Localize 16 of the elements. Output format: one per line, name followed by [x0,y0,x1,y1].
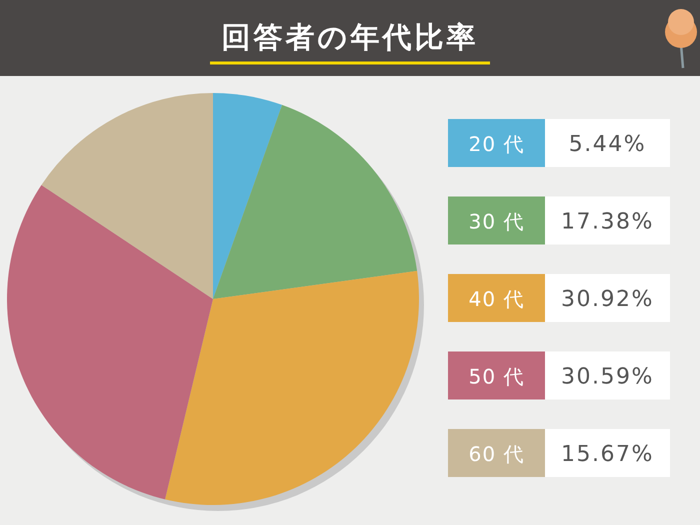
pie-slice [213,93,282,299]
pie-slice [165,270,419,505]
pie-slice [41,93,213,299]
pie-slice [213,104,418,299]
data-label: 17.38% [561,210,654,234]
chart-title: 回答者の年代比率 [222,20,478,54]
data-label: 30.59% [561,364,654,390]
data-label: 5.44% [568,132,646,157]
legend-label: 60 代 [468,442,524,466]
legend-label: 40 代 [468,287,524,311]
legend-label: 50 代 [468,364,524,388]
legend-label: 30 代 [468,210,524,234]
pie-slice [7,185,213,500]
data-label: 15.67% [561,442,654,467]
legend-label: 20 代 [468,132,524,156]
data-label: 30.92% [561,287,654,312]
